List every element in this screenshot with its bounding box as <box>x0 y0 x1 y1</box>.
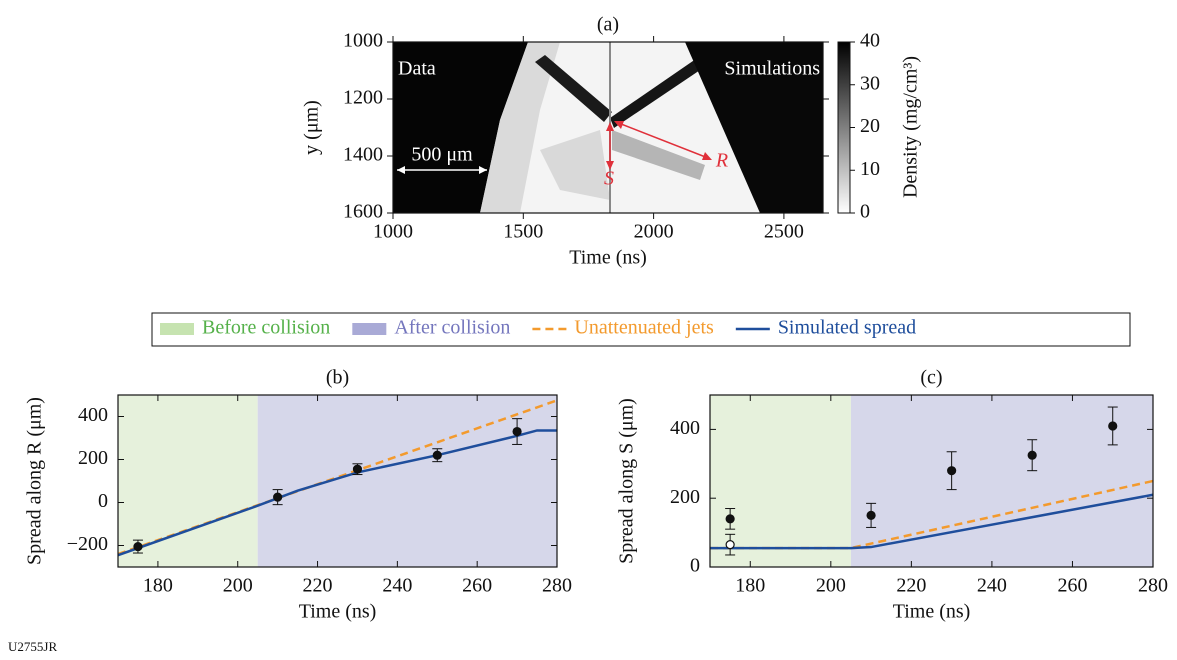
data-point <box>1108 421 1118 431</box>
x-tick-label: 200 <box>816 575 846 597</box>
y-tick-label: 1400 <box>343 144 383 166</box>
y-tick-label: 200 <box>670 486 700 508</box>
y-axis-label: Spread along S (μm) <box>616 398 638 564</box>
x-tick-label: 1000 <box>373 221 413 243</box>
legend-label: Unattenuated jets <box>574 317 714 339</box>
x-tick-label: 220 <box>896 575 926 597</box>
y-tick-label: −200 <box>67 533 108 555</box>
x-axis-label: Time (ns) <box>299 601 377 623</box>
colorbar-tick-label: 0 <box>860 201 870 223</box>
legend-box <box>151 312 1131 347</box>
y-tick-label: 0 <box>98 490 108 512</box>
y-axis-label: Spread along R (μm) <box>24 397 46 565</box>
legend-label: After collision <box>394 317 510 339</box>
annotation: 500 μm <box>411 144 473 166</box>
plot-frame <box>117 394 558 568</box>
colorbar-tick-label: 20 <box>860 115 880 137</box>
x-tick-label: 240 <box>382 575 412 597</box>
data-point <box>432 450 442 460</box>
x-tick-label: 2000 <box>634 221 674 243</box>
y-tick-label: 400 <box>78 404 108 426</box>
y-tick-label: 1000 <box>343 30 383 52</box>
legend-swatch <box>352 323 387 335</box>
annotation: Data <box>398 58 436 80</box>
x-axis-label: Time (ns) <box>569 247 647 269</box>
x-tick-label: 180 <box>143 575 173 597</box>
region <box>257 395 557 567</box>
annotation: S <box>604 168 614 190</box>
chart-title: (a) <box>597 14 619 36</box>
legend-label: Simulated spread <box>778 317 916 339</box>
footer: U2755JR <box>8 639 57 654</box>
x-axis-label: Time (ns) <box>893 601 971 623</box>
y-tick-label: 1200 <box>343 87 383 109</box>
x-tick-label: 200 <box>223 575 253 597</box>
y-axis-label: y (μm) <box>301 100 323 155</box>
colorbar-label: Density (mg/cm³) <box>900 56 922 198</box>
region <box>710 395 851 567</box>
x-tick-label: 220 <box>303 575 333 597</box>
series-line <box>117 429 557 557</box>
density-image <box>393 42 823 213</box>
plot-frame <box>392 41 824 214</box>
series-line <box>710 493 1154 550</box>
x-tick-label: 180 <box>735 575 765 597</box>
data-point <box>1027 450 1037 460</box>
chart-title: (b) <box>326 367 349 389</box>
data-point <box>725 540 735 550</box>
annotation: R <box>715 150 728 172</box>
data-point <box>273 492 283 502</box>
annotation: Simulations <box>724 58 820 80</box>
plot-frame <box>709 394 1154 568</box>
colorbar <box>837 41 851 214</box>
y-tick-label: 1600 <box>343 201 383 223</box>
x-tick-label: 2500 <box>764 221 804 243</box>
data-point <box>133 541 143 552</box>
x-tick-label: 1500 <box>503 221 543 243</box>
chart-title: (c) <box>920 367 942 389</box>
x-tick-label: 280 <box>542 575 572 597</box>
legend-swatch <box>160 323 194 335</box>
x-tick-label: 240 <box>977 575 1007 597</box>
data-point <box>866 510 876 521</box>
colorbar-tick-label: 10 <box>860 158 880 180</box>
data-point <box>352 464 363 474</box>
x-tick-label: 280 <box>1138 575 1168 597</box>
data-point <box>725 514 735 524</box>
x-tick-label: 260 <box>462 575 492 597</box>
y-tick-label: 400 <box>670 417 700 439</box>
colorbar-tick-label: 30 <box>860 72 880 94</box>
x-tick-label: 260 <box>1057 575 1087 597</box>
data-point <box>512 426 522 437</box>
y-tick-label: 0 <box>690 555 700 577</box>
region <box>118 395 258 567</box>
data-point <box>947 466 957 476</box>
y-tick-label: 200 <box>78 447 108 469</box>
colorbar-tick-label: 40 <box>860 30 880 52</box>
region <box>850 395 1153 567</box>
legend-label: Before collision <box>202 317 330 339</box>
